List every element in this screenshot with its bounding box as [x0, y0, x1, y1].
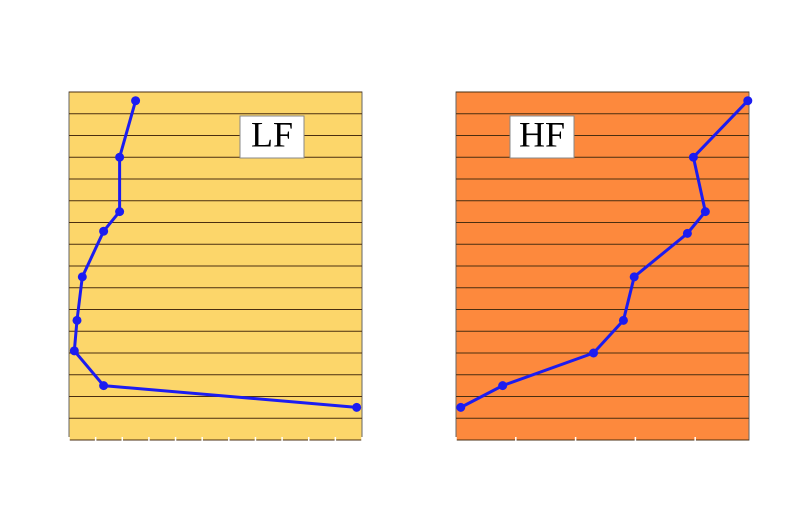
point — [743, 96, 753, 106]
point — [618, 315, 628, 325]
point — [498, 381, 508, 391]
point — [682, 228, 692, 238]
panel-label: HF — [519, 114, 565, 154]
point — [99, 381, 109, 391]
point — [69, 346, 79, 356]
panel-label: LF — [251, 114, 293, 154]
point — [456, 402, 466, 412]
point — [688, 152, 698, 162]
point — [589, 348, 599, 358]
point — [131, 96, 141, 106]
point — [77, 272, 87, 282]
point — [72, 315, 82, 325]
point — [352, 402, 362, 412]
label-box — [239, 115, 305, 159]
label-box — [509, 115, 575, 159]
point — [700, 207, 710, 217]
point — [115, 207, 125, 217]
point — [115, 152, 125, 162]
point — [99, 226, 109, 236]
point — [629, 272, 639, 282]
